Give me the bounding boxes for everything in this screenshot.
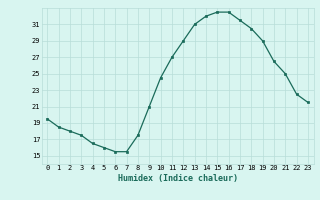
- X-axis label: Humidex (Indice chaleur): Humidex (Indice chaleur): [118, 174, 237, 183]
